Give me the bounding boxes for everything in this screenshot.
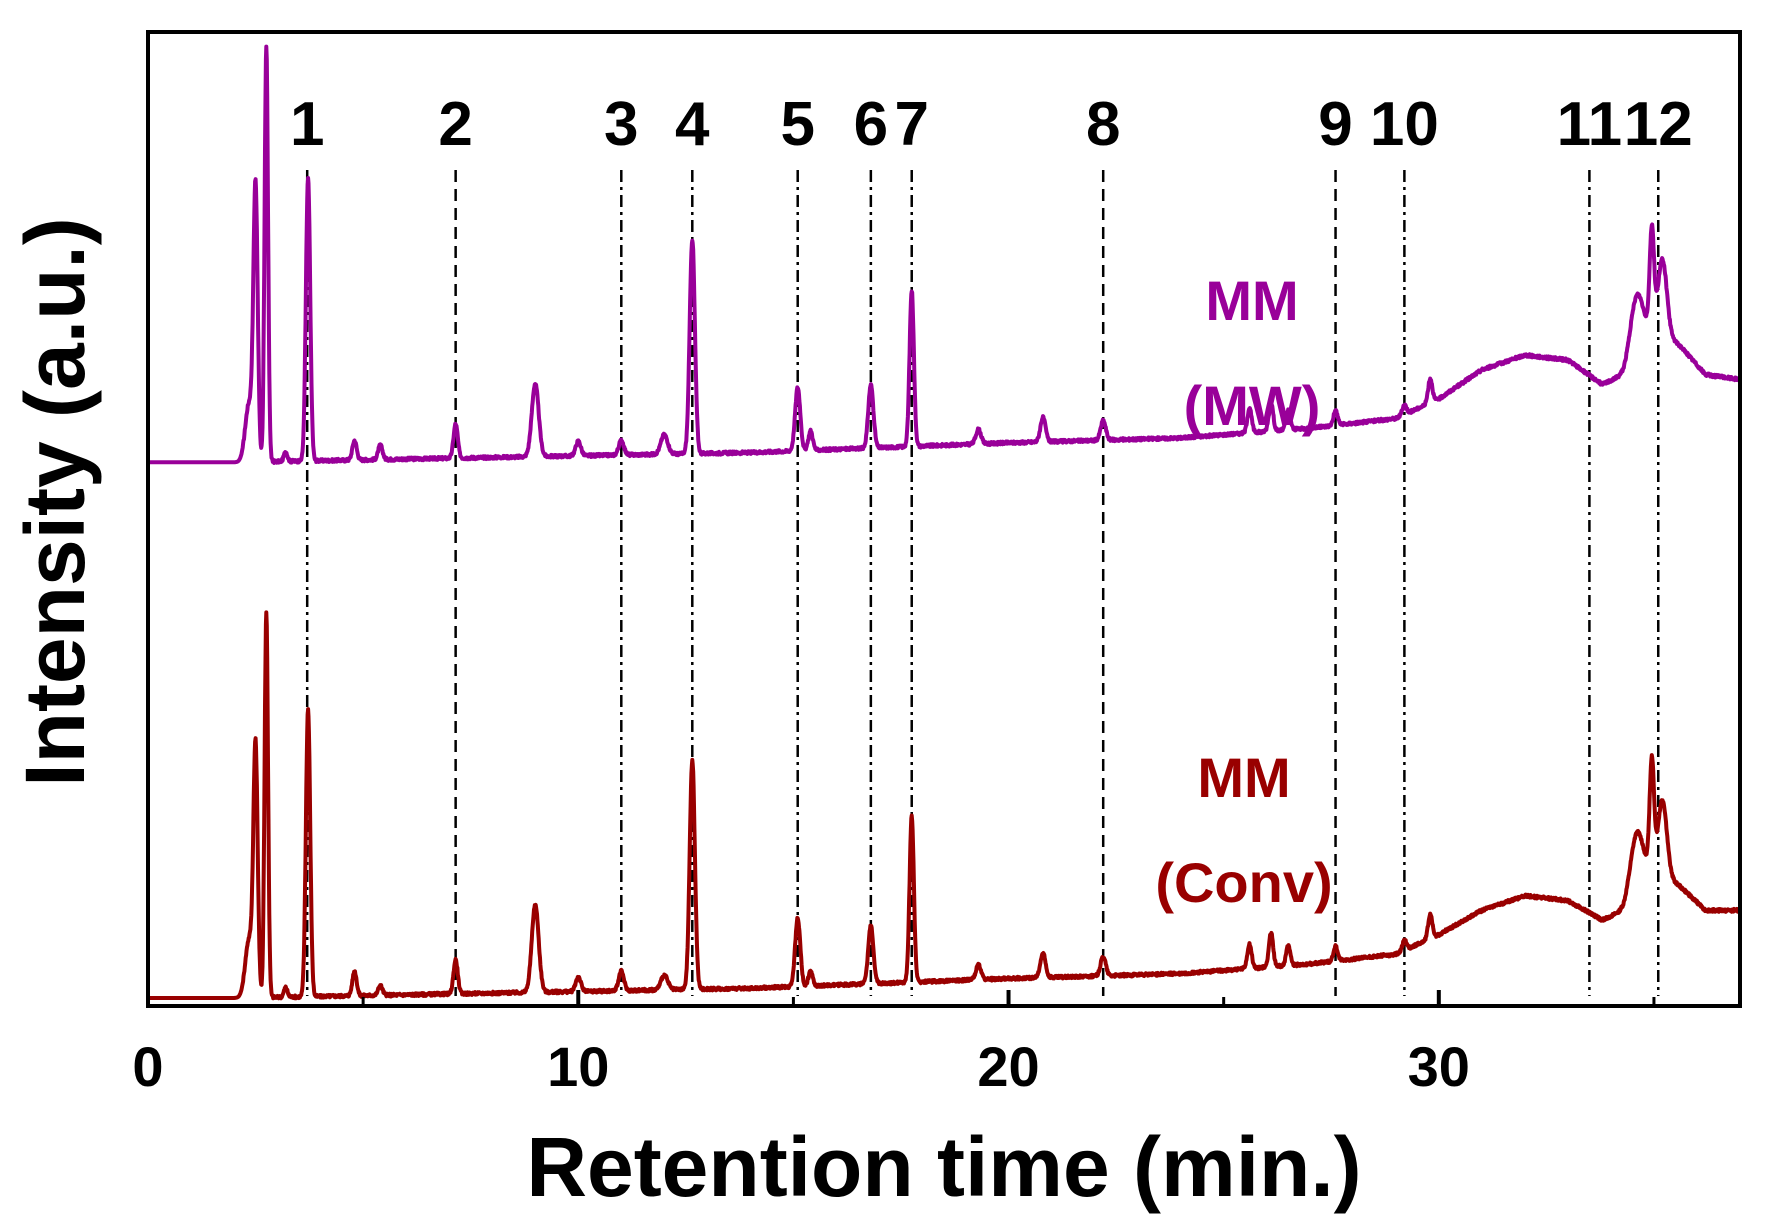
x-tick-label: 30 <box>1408 1035 1470 1098</box>
peak-marker-label: 6 <box>854 90 888 159</box>
peak-marker-label: 1 <box>290 90 324 159</box>
peak-marker-label: 10 <box>1370 90 1439 159</box>
x-tick-label: 10 <box>547 1035 609 1098</box>
peak-marker-label: 3 <box>604 90 638 159</box>
series-label-line1: MM <box>1205 269 1298 332</box>
peak-marker-layer: 1 2 3 4 5 6 7 8 9 10 11 12 <box>290 90 1693 996</box>
peak-marker-label: 11 <box>1557 90 1623 159</box>
y-axis-title: Intensity (a.u.) <box>8 217 102 786</box>
peak-marker-label: 5 <box>780 90 814 159</box>
series-line-conv <box>146 610 1742 1001</box>
peak-marker-label: 7 <box>894 90 928 159</box>
series-label-line1: MM <box>1197 746 1290 809</box>
x-tick-label: 20 <box>977 1035 1039 1098</box>
x-axis-ticks: 0 10 20 30 <box>132 990 1656 1098</box>
peak-marker-label: 12 <box>1624 90 1693 159</box>
peak-marker-label: 2 <box>438 90 472 159</box>
x-tick-label: 0 <box>132 1035 163 1098</box>
series-line-mw <box>146 44 1742 465</box>
series-layer <box>146 44 1742 1001</box>
x-axis-title: Retention time (min.) <box>526 1120 1361 1214</box>
plot-frame <box>146 30 1742 1008</box>
series-label-layer: MM (MW) MM (Conv) <box>1155 269 1332 914</box>
series-label-line2: (MW) <box>1184 374 1321 437</box>
peak-marker-label: 4 <box>675 90 710 159</box>
peak-marker-label: 9 <box>1318 90 1352 159</box>
peak-marker-label: 8 <box>1086 90 1120 159</box>
series-label-line2: (Conv) <box>1155 851 1332 914</box>
